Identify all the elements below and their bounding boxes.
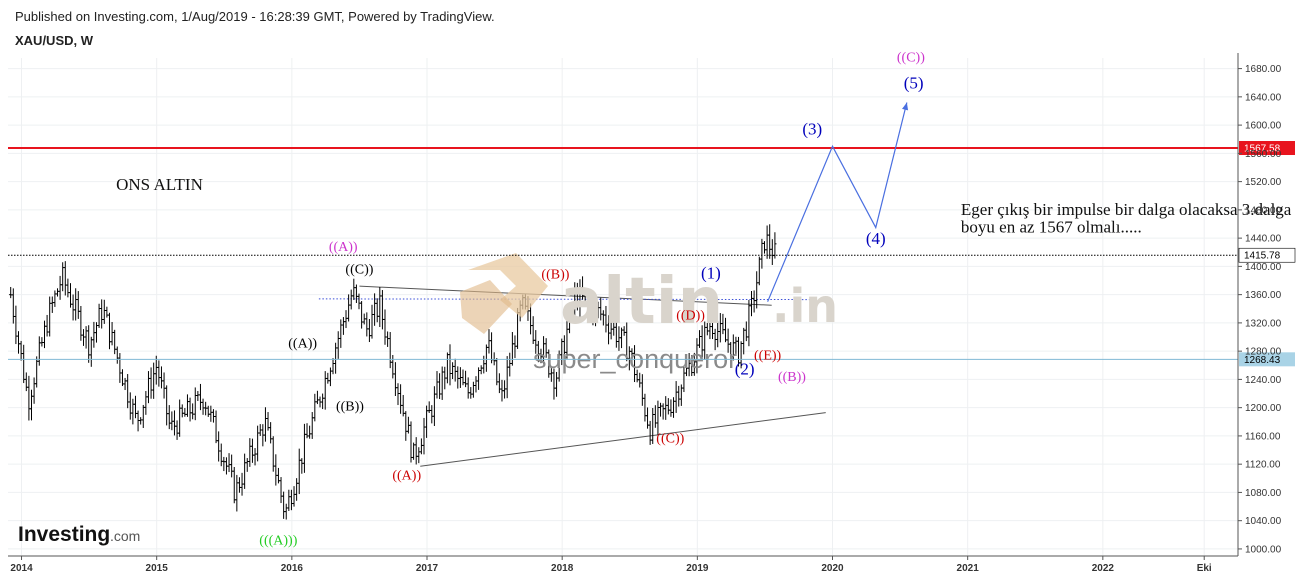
y-tick-label: 1000.00: [1245, 544, 1282, 555]
wave-label: (5): [904, 73, 924, 92]
price-level-label: 1567.58: [1244, 144, 1281, 155]
watermark-logo-icon: [460, 253, 548, 334]
y-tick-label: 1320.00: [1245, 318, 1282, 329]
y-tick-label: 1360.00: [1245, 290, 1282, 301]
annotations: ONS ALTIN Eger çıkış bir impulse bir dalg…: [116, 175, 1292, 236]
watermark-logo-suffix: .in: [772, 279, 838, 333]
wave-label: ((A)): [392, 469, 421, 484]
trendlines: [318, 285, 826, 467]
y-tick-label: 1440.00: [1245, 234, 1282, 245]
y-tick-label: 1040.00: [1245, 516, 1282, 527]
wave-label: ((C)): [345, 262, 373, 277]
price-level-tag: [1239, 352, 1295, 367]
y-tick-label: 1200.00: [1245, 403, 1282, 414]
published-info: Published on Investing.com, 1/Aug/2019 -…: [15, 9, 495, 24]
wave-labels: ((A)) ((C)) ((A)) ((B)) (((A))) ((A)) ((B)) ((C…: [259, 51, 925, 549]
y-tick-label: 1080.00: [1245, 488, 1282, 499]
price-level-tag: [1238, 247, 1296, 263]
wave-label: ((A)): [288, 337, 317, 352]
y-tick-label: 1640.00: [1245, 92, 1282, 103]
x-tick-label: 2015: [146, 563, 169, 574]
wave-label: (((A))): [259, 534, 297, 549]
wave-label: (4): [866, 229, 886, 248]
chart-grid: [8, 58, 1238, 556]
price-level-label: 1415.78: [1244, 251, 1281, 262]
wave-label: ((E)): [754, 349, 782, 364]
wave-label: (2): [735, 359, 755, 378]
wave-label: ((D)): [676, 308, 705, 323]
axes: 1000.00 1040.00 1080.00 1120.00 1160.00 1200.…: [8, 53, 1282, 574]
price-level-tag: [1239, 141, 1295, 156]
price-level-label: 1268.43: [1244, 355, 1281, 366]
y-tick-label: 1160.00: [1245, 431, 1281, 442]
annotation-text: boyu en az 1567 olmalı.....: [961, 217, 1142, 236]
x-tick-label: 2014: [10, 563, 33, 574]
projection-arrowhead: [902, 102, 909, 111]
wave-label: ((B)): [336, 399, 364, 414]
projection-path: [767, 102, 909, 302]
projection-line: [767, 102, 908, 302]
x-tick-label: 2021: [957, 563, 980, 574]
symbol-label: XAU/USD, W: [15, 33, 93, 48]
x-tick-label: 2017: [416, 563, 439, 574]
y-tick-label: 1520.00: [1245, 177, 1282, 188]
y-tick-label: 1560.00: [1245, 149, 1282, 160]
wave-label: ((A)): [329, 240, 358, 255]
wave-label: ((C)): [897, 51, 925, 66]
wave-label: ((B)): [778, 370, 806, 385]
trendline: [359, 285, 772, 306]
watermark-logo-text: altin: [560, 265, 723, 339]
brand-logo: Investing .com: [18, 523, 140, 546]
watermark: altin .in super_conqueror: [460, 253, 838, 374]
x-tick-label: 2016: [281, 563, 304, 574]
annotation-text: Eger çıkış bir impulse bir dalga olacaks…: [961, 200, 1292, 219]
wave-label: ((B)): [541, 267, 569, 282]
brand-suffix: .com: [110, 528, 140, 544]
x-tick-label: 2020: [821, 563, 844, 574]
annotation-text: ONS ALTIN: [116, 175, 203, 194]
y-tick-label: 1600.00: [1245, 121, 1282, 132]
x-tick-label: 2019: [686, 563, 709, 574]
x-tick-label: 2022: [1092, 563, 1115, 574]
y-tick-label: 1240.00: [1245, 375, 1282, 386]
wave-label: ((C)): [656, 431, 684, 446]
wave-label: (1): [701, 263, 721, 282]
y-tick-label: 1280.00: [1245, 347, 1282, 358]
brand-name: Investing: [18, 523, 110, 546]
y-tick-label: 1400.00: [1245, 262, 1282, 273]
y-tick-label: 1120.00: [1245, 460, 1281, 471]
x-tick-label: 2018: [551, 563, 574, 574]
y-tick-label: 1680.00: [1245, 64, 1282, 75]
x-tick-label: Eki: [1197, 563, 1212, 574]
wave-label: (3): [802, 119, 822, 138]
trendline: [420, 412, 826, 467]
horizontal-levels: 1567.58 1415.78 1268.43: [8, 141, 1296, 367]
y-tick-label: 1480.00: [1245, 205, 1282, 216]
ohlc-bars: [9, 224, 777, 520]
